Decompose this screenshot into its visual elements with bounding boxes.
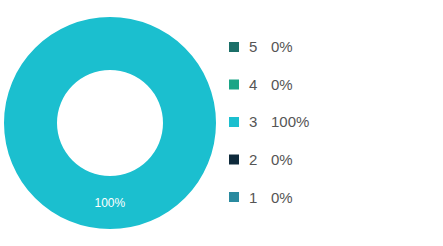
svg-text:3: 3 (249, 113, 257, 130)
svg-text:4: 4 (249, 76, 257, 93)
svg-text:5: 5 (249, 38, 257, 55)
svg-text:0%: 0% (271, 189, 293, 206)
svg-text:100%: 100% (271, 113, 309, 130)
svg-text:0%: 0% (271, 38, 293, 55)
svg-text:100%: 100% (94, 196, 125, 210)
svg-text:0%: 0% (271, 151, 293, 168)
svg-text:1: 1 (249, 189, 257, 206)
svg-text:0%: 0% (271, 76, 293, 93)
svg-text:2: 2 (249, 151, 257, 168)
